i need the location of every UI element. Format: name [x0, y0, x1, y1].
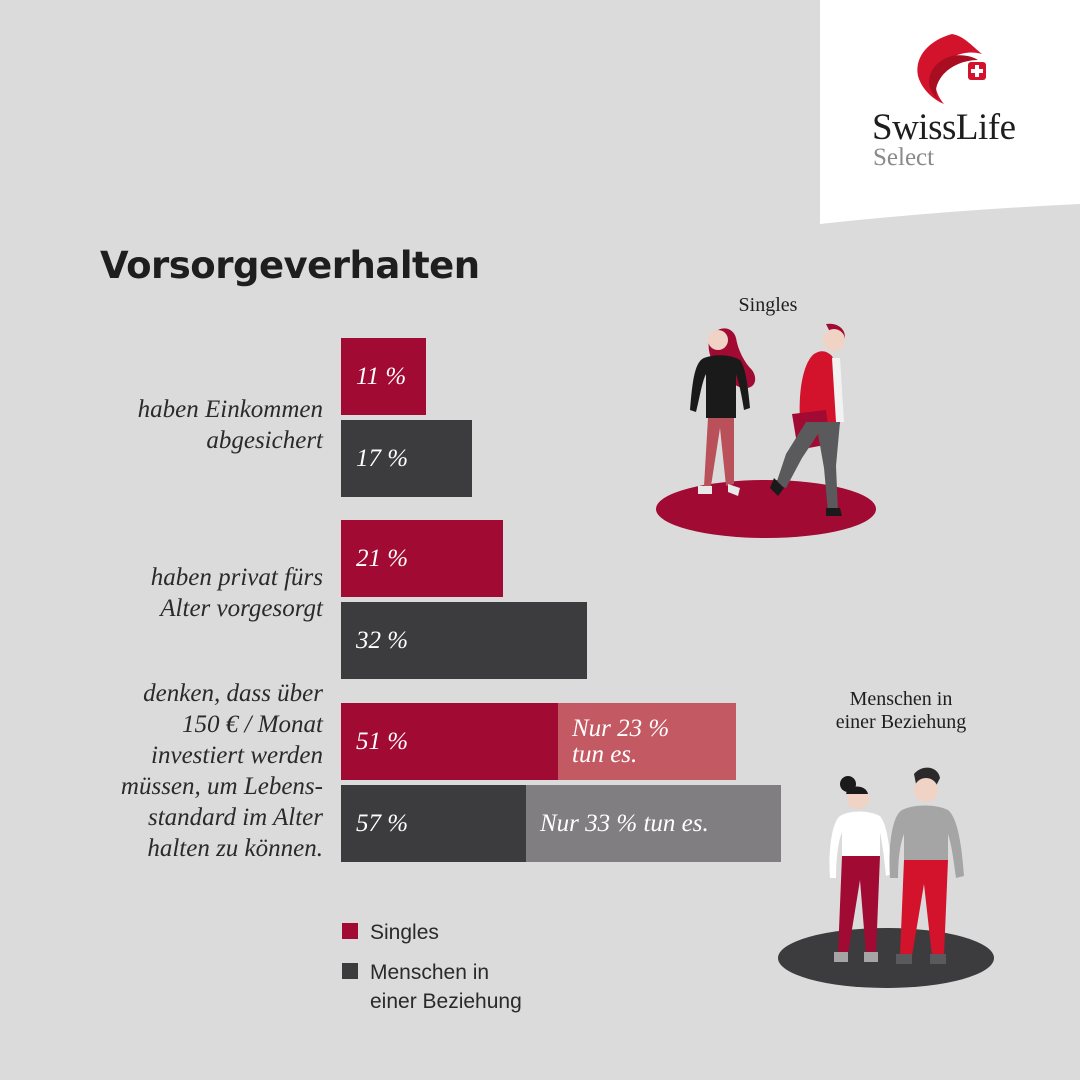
couple-caption-line-2: einer Beziehung	[835, 711, 967, 733]
legend-label-line: Singles	[370, 921, 439, 944]
bar	[341, 420, 472, 497]
bar-annotation-segment	[526, 785, 781, 862]
bar-annotation-label: Nur 33 % tun es.	[540, 785, 775, 862]
singles-caption: Singles	[738, 294, 798, 316]
couple-illustration	[778, 767, 994, 988]
category-label-line: 150 € / Monat	[182, 711, 323, 738]
legend-swatch	[342, 923, 358, 939]
logo-area: SwissLife Select	[820, 0, 1080, 224]
legend-label-line: Menschen in	[370, 961, 490, 984]
swisslife-logo-icon	[917, 34, 986, 104]
bar-annotation-line: Nur 33 % tun es.	[540, 809, 709, 837]
legend-label-line: einer Beziehung	[370, 990, 522, 1013]
walking-singles-illustration	[656, 323, 876, 538]
logo-background	[820, 0, 1080, 224]
category-label-line: abgesichert	[206, 427, 323, 454]
brand-subtitle: Select	[873, 144, 935, 171]
bar-value-label: 51 %	[356, 727, 409, 755]
bar-value-label: 11 %	[356, 362, 407, 390]
page-title: Vorsorgeverhalten	[100, 244, 480, 287]
category-label-line: haben privat fürs	[150, 564, 323, 591]
bar-value-label: 57 %	[356, 809, 409, 837]
category-label-line: halten zu können.	[147, 835, 323, 862]
category-label-line: Alter vorgesorgt	[160, 595, 323, 622]
category-label-line: standard im Alter	[147, 804, 323, 831]
category-label: haben privat fürs Alter vorgesorgt	[151, 562, 323, 624]
bar-annotation-segment	[558, 703, 736, 780]
category-label-line: investiert werden	[151, 742, 323, 769]
bar-annotation-line: Nur 23 %	[572, 714, 670, 742]
category-label-line: müssen, um Lebens-	[120, 773, 323, 800]
bar-value-label: 17 %	[356, 444, 409, 472]
bar-value-label: 21 %	[356, 544, 409, 572]
bar-annotation-line: tun es.	[572, 740, 638, 768]
brand-name: SwissLife	[872, 107, 1016, 148]
legend-swatch	[342, 963, 358, 979]
category-label-line: haben Einkommen	[137, 396, 323, 423]
bar	[341, 602, 588, 679]
couple-caption-line-1: Menschen in	[849, 688, 953, 710]
bar	[341, 520, 503, 597]
legend-label: Menschen in einer Beziehung	[370, 958, 522, 1016]
couple-caption: Menschen in einer Beziehung	[822, 688, 980, 734]
category-label: denken, dass über 150 € / Monat investiert…	[121, 678, 323, 864]
bar	[341, 338, 426, 415]
category-label-line: denken, dass über	[143, 680, 323, 707]
category-label: haben Einkommen abgesichert	[138, 394, 323, 456]
bar-annotation-label: Nur 23 % tun es.	[572, 703, 730, 780]
legend-label: Singles	[370, 918, 439, 947]
bar-value-label: 32 %	[356, 626, 409, 654]
